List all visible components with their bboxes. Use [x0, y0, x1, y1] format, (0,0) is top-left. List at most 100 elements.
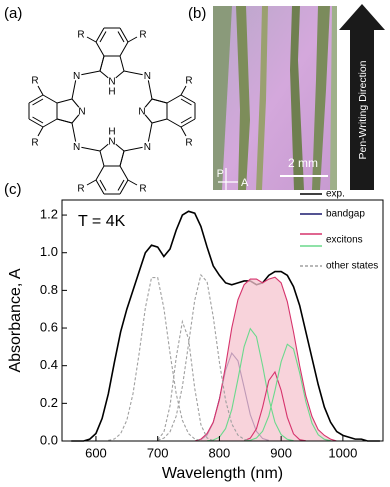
photo-stripe — [290, 6, 304, 190]
bond — [28, 94, 44, 104]
bond — [119, 41, 129, 57]
label-backdrop — [184, 75, 194, 85]
bond — [119, 27, 129, 43]
bond — [180, 98, 192, 106]
scale-label: 2 mm — [288, 156, 318, 170]
substituent-label: R — [77, 30, 84, 41]
photo-stripe — [330, 6, 337, 190]
bond — [95, 165, 105, 181]
bond — [180, 85, 187, 96]
bond — [119, 150, 125, 167]
chart: 600 700 800 900 1000 0.0 0.2 0.4 0.6 0.8 1.0 1.2 Wav… — [7, 189, 384, 482]
bond — [180, 126, 187, 137]
line — [194, 276, 337, 442]
label-backdrop — [107, 76, 117, 86]
x-tick-label: 600 — [85, 445, 107, 460]
label-backdrop — [30, 137, 40, 147]
x-tick-label: 700 — [147, 445, 169, 460]
x-tick-label: 800 — [209, 445, 231, 460]
x-axis-label: Wavelength (nm) — [162, 465, 283, 482]
atom-label: N — [108, 137, 115, 148]
bond — [99, 55, 105, 72]
y-tick-label: 0.6 — [40, 319, 58, 334]
x-tick-label: 900 — [270, 445, 292, 460]
bond — [56, 98, 73, 104]
substituent-label: R — [77, 184, 84, 195]
label-backdrop — [142, 70, 153, 81]
y-tick-label: 0.0 — [40, 432, 58, 447]
x-tick-label: 1000 — [328, 445, 357, 460]
atom-label: N — [144, 71, 151, 82]
substituent-label: R — [185, 138, 192, 149]
arrow-shape — [339, 4, 385, 190]
bond — [95, 41, 105, 57]
bond — [32, 116, 44, 124]
y-tick-label: 1.0 — [40, 244, 58, 259]
bond — [119, 55, 125, 72]
bond — [42, 118, 58, 128]
bond — [56, 118, 73, 124]
bond — [86, 179, 97, 186]
label-backdrop — [76, 29, 86, 39]
bond — [119, 179, 129, 195]
y-tick-label: 0.8 — [40, 282, 58, 297]
analyzer-label: A — [241, 177, 249, 189]
bond — [37, 85, 44, 96]
bond — [32, 98, 44, 106]
bond — [180, 116, 192, 124]
atom-label: N — [144, 142, 151, 153]
direction-arrow: Pen-Writing Direction — [339, 4, 385, 190]
bond — [180, 118, 196, 128]
legend-label: bandgap — [326, 209, 365, 220]
bond — [166, 118, 182, 128]
legend-label: excitons — [326, 235, 363, 246]
panel-label: (b) — [188, 5, 206, 22]
bond — [28, 118, 44, 128]
label-backdrop — [107, 126, 117, 136]
panel-label: (a) — [4, 5, 22, 22]
label-backdrop — [138, 183, 148, 193]
line — [243, 370, 306, 442]
line — [207, 327, 294, 442]
bond — [151, 98, 168, 104]
bond — [117, 179, 125, 191]
substituent-label: R — [185, 76, 192, 87]
polarizer-label: P — [217, 168, 224, 180]
label-backdrop — [76, 183, 86, 193]
label-backdrop — [107, 86, 117, 96]
substituent-label: R — [31, 138, 38, 149]
bond — [42, 94, 58, 104]
label-backdrop — [71, 141, 82, 152]
plot-frame — [61, 199, 384, 442]
line — [157, 273, 251, 442]
line — [244, 343, 331, 442]
bond — [127, 36, 138, 43]
substituent-label: R — [31, 76, 38, 87]
y-tick-label: 0.4 — [40, 357, 58, 372]
atom-label: N — [108, 77, 115, 88]
bond — [95, 27, 105, 43]
annotation: T = 4K — [78, 213, 126, 230]
atom-label: N — [138, 107, 145, 118]
bond — [86, 36, 97, 43]
bond — [119, 165, 129, 181]
label-backdrop — [137, 106, 147, 116]
bond — [99, 31, 107, 43]
area — [194, 277, 337, 441]
label-backdrop — [77, 106, 87, 116]
label-backdrop — [142, 141, 153, 152]
photo-stripe — [312, 6, 330, 190]
bond — [37, 126, 44, 137]
label-backdrop — [71, 70, 82, 81]
label-backdrop — [107, 136, 117, 146]
photo-stripe — [213, 6, 232, 190]
bond — [95, 179, 105, 195]
y-axis-label: Absorbance, A — [7, 268, 24, 372]
y-tick-label: 1.2 — [40, 207, 58, 222]
label-backdrop — [184, 137, 194, 147]
bond — [127, 179, 138, 186]
arrow-label: Pen-Writing Direction — [357, 60, 369, 159]
bond — [99, 150, 105, 167]
